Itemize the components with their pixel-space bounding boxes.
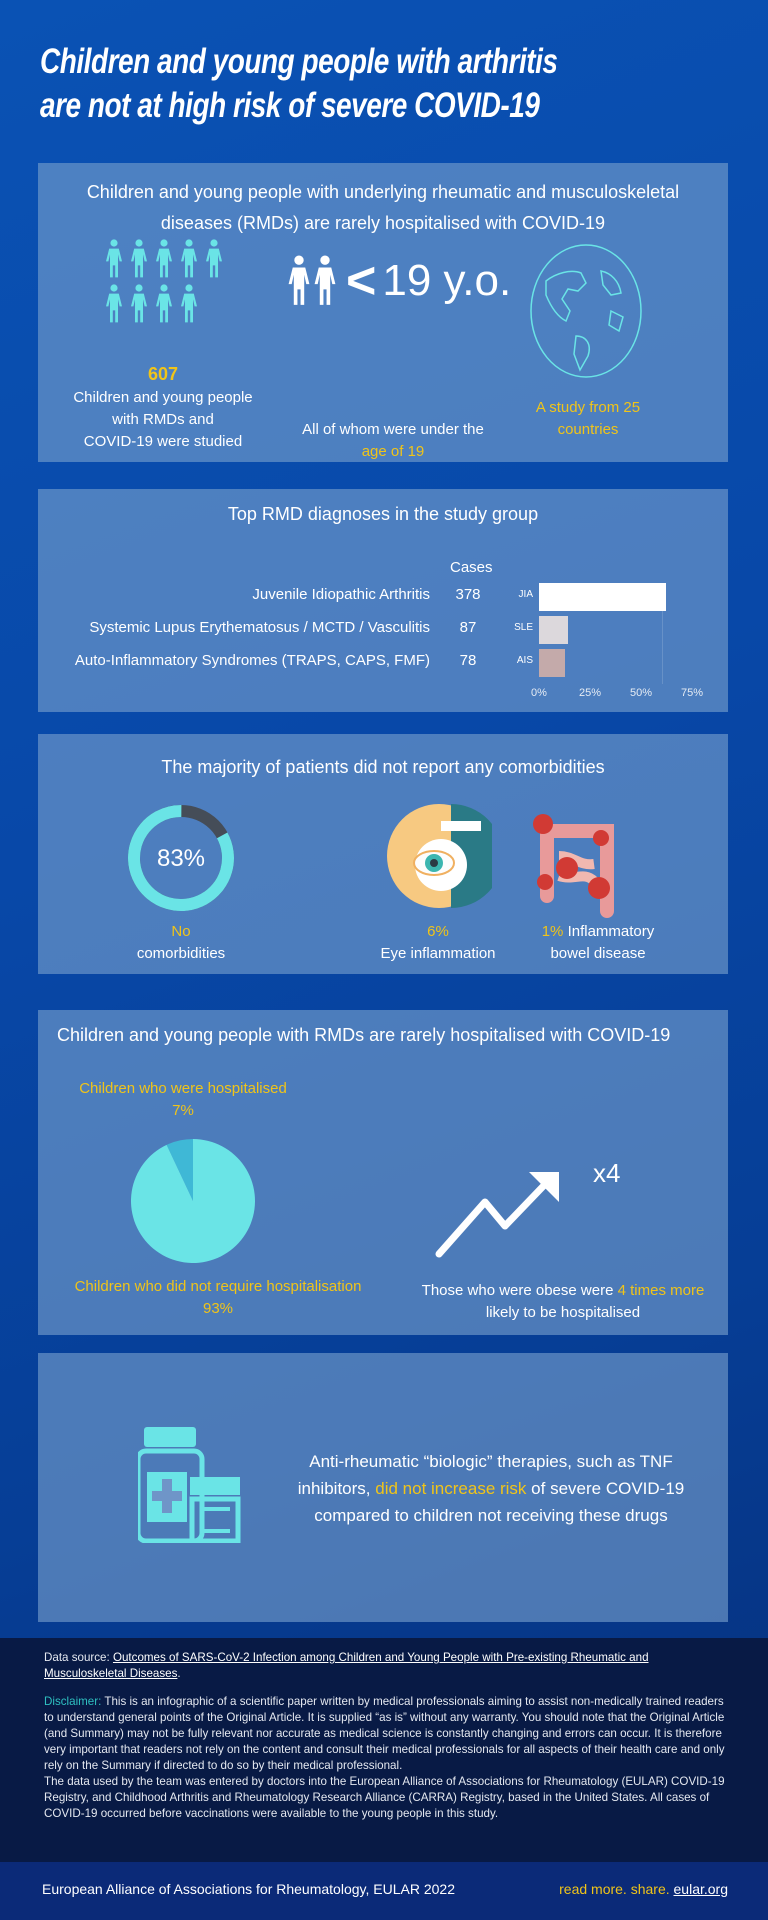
diagnosis-cases: 378: [455, 586, 481, 603]
countries-label: A study from 25 countries: [535, 399, 641, 438]
pie-slice-not-hospitalised: [130, 1139, 255, 1263]
bar-ais: [539, 649, 566, 677]
tagline: read more. share. eular.org: [559, 1881, 728, 1897]
not-hospitalised-label: Children who did not require hospitalisa…: [74, 1278, 362, 1317]
x-tick-label: 25%: [578, 687, 602, 699]
eye-inflammation-label: 6% Eye inflammation: [380, 923, 496, 962]
eular-link[interactable]: eular.org: [673, 1881, 728, 1897]
medicine-bottles-icon: [138, 1427, 241, 1543]
data-source: Data source: Outcomes of SARS-CoV-2 Infe…: [44, 1651, 649, 1680]
source-article-link[interactable]: Outcomes of SARS-CoV-2 Infection among C…: [44, 1651, 649, 1680]
section-heading: Top RMD diagnoses in the study group: [227, 504, 539, 524]
study-count: 607: [147, 364, 179, 384]
no-comorbidities-label: No comorbidities: [136, 923, 226, 962]
diagnosis-cases: 87: [459, 619, 477, 636]
section-heading: Children and young people with underlyin…: [86, 182, 680, 233]
diagnosis-name: Juvenile Idiopathic Arthritis: [252, 586, 430, 603]
organisation-name: European Alliance of Associations for Rh…: [42, 1881, 455, 1897]
diagnosis-cases: 78: [459, 652, 477, 669]
bar-jia: [539, 583, 667, 611]
disclaimer: Disclaimer: This is an infographic of a …: [44, 1695, 725, 1772]
study-overview-panel: Children and young people with underlyin…: [38, 163, 728, 462]
bar-sle: [539, 616, 569, 644]
eye-icon: [387, 804, 492, 908]
section-heading: The majority of patients did not report …: [161, 757, 605, 777]
children-icon: [288, 255, 336, 305]
obese-label: Those who were obese were 4 times more l…: [421, 1282, 705, 1321]
bar-label: AIS: [516, 655, 533, 666]
biologics-statement: Anti-rheumatic “biologic” therapies, suc…: [297, 1452, 685, 1525]
diagnoses-panel: Top RMD diagnoses in the study group Cas…: [38, 489, 728, 712]
x-tick-label: 75%: [680, 687, 704, 699]
multiplier: x4: [593, 1158, 621, 1188]
section-heading: Children and young people with RMDs are …: [57, 1025, 671, 1045]
pie-chart: [130, 1139, 255, 1263]
page-title: Children and young people with arthritis…: [40, 42, 558, 125]
bar-label: SLE: [514, 622, 533, 633]
ibd-label: 1% Inflammatory bowel disease: [541, 923, 655, 962]
footer-band: European Alliance of Associations for Rh…: [0, 1862, 768, 1920]
data-note: The data used by the team was entered by…: [44, 1775, 725, 1820]
comorbidities-panel: The majority of patients did not report …: [38, 734, 728, 974]
globe-icon: [530, 244, 642, 378]
cases-header: Cases: [450, 559, 493, 576]
pie-slice-hospitalised: [166, 1139, 193, 1201]
x-tick-label: 0%: [531, 687, 547, 699]
donut-chart: 83%: [128, 805, 234, 911]
donut-arc: [128, 805, 234, 911]
age-label: All of whom were under the age of 19: [302, 421, 484, 460]
age-indicator: < 19 y.o.: [288, 255, 511, 307]
footer-notes: Data source: Outcomes of SARS-CoV-2 Infe…: [0, 1638, 768, 1862]
hospitalised-label: Children who were hospitalised 7%: [79, 1080, 287, 1119]
donut-value: 83%: [157, 845, 205, 872]
people-icon-group: [104, 239, 234, 334]
rising-arrow-icon: [435, 1172, 559, 1258]
bar-label: JIA: [518, 589, 533, 600]
x-tick-label: 50%: [629, 687, 653, 699]
biologics-panel: Anti-rheumatic “biologic” therapies, suc…: [38, 1353, 728, 1622]
diagnosis-name: Systemic Lupus Erythematosus / MCTD / Va…: [89, 619, 430, 636]
study-count-label: Children and young people with RMDs and CO…: [73, 389, 253, 450]
intestine-virus-icon: [533, 814, 614, 918]
diagnosis-name: Auto-Inflammatory Syndromes (TRAPS, CAPS…: [74, 652, 430, 669]
hospitalisation-panel: Children and young people with RMDs are …: [38, 1010, 728, 1335]
